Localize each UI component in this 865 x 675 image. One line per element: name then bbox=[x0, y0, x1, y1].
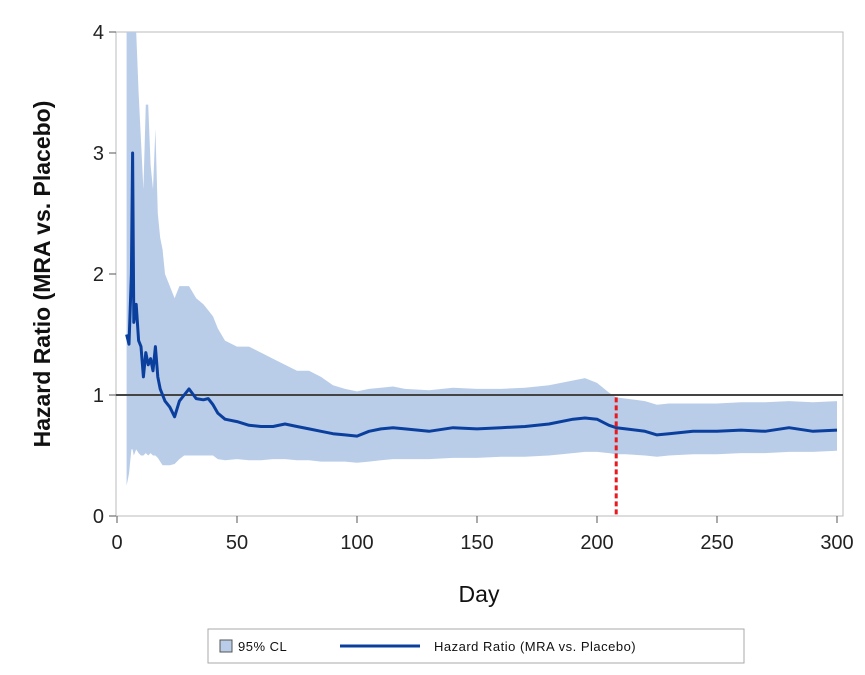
x-tick-label: 50 bbox=[226, 532, 248, 554]
x-tick-label: 250 bbox=[700, 532, 733, 554]
legend: 95% CL Hazard Ratio (MRA vs. Placebo) bbox=[207, 628, 745, 664]
y-tick-label: 4 bbox=[93, 22, 104, 44]
y-tick-label: 3 bbox=[93, 143, 104, 165]
legend-label-hazard-ratio: Hazard Ratio (MRA vs. Placebo) bbox=[434, 639, 636, 654]
y-tick-label: 2 bbox=[93, 264, 104, 286]
y-tick-label: 0 bbox=[93, 506, 104, 528]
x-tick-label: 200 bbox=[580, 532, 613, 554]
x-tick-label: 300 bbox=[820, 532, 853, 554]
confidence-band bbox=[126, 32, 837, 486]
x-tick-label: 100 bbox=[340, 532, 373, 554]
legend-band-swatch bbox=[219, 639, 233, 653]
hazard-ratio-line bbox=[125, 151, 838, 438]
legend-label-ci: 95% CL bbox=[238, 639, 287, 654]
x-axis-title: Day bbox=[459, 581, 500, 607]
x-tick-label: 150 bbox=[460, 532, 493, 554]
legend-frame bbox=[207, 628, 745, 664]
x-tick-label: 0 bbox=[111, 532, 122, 554]
y-axis-title: Hazard Ratio (MRA vs. Placebo) bbox=[29, 101, 55, 448]
y-tick-label: 1 bbox=[93, 385, 104, 407]
